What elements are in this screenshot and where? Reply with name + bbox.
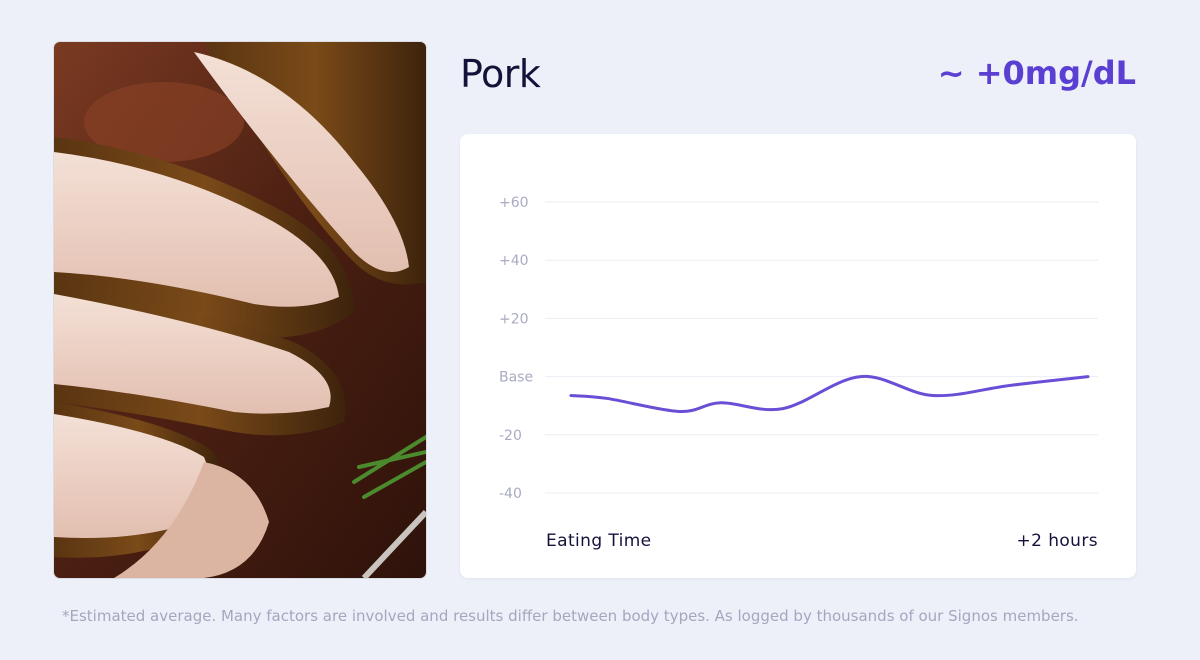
glucose-change-value: ~ +0mg/dL xyxy=(937,54,1136,92)
glucose-chart: +60 +40 +20 Base -20 -40 xyxy=(499,195,1098,502)
x-axis-start-label: Eating Time xyxy=(546,531,652,551)
roasted-pork-photo xyxy=(54,42,426,578)
x-axis-end-label: +2 hours xyxy=(1016,531,1098,551)
glucose-chart-card: +60 +40 +20 Base -20 -40 Eating Time +2 hours xyxy=(460,134,1136,578)
y-tick-label: Base xyxy=(499,370,533,386)
y-tick-label: -20 xyxy=(499,428,522,444)
y-tick-label: +60 xyxy=(499,195,529,211)
y-tick-label: +40 xyxy=(499,253,529,269)
footnote: *Estimated average. Many factors are inv… xyxy=(62,607,1079,625)
y-tick-label: +20 xyxy=(499,311,529,327)
food-photo xyxy=(54,42,426,578)
food-title: Pork xyxy=(460,52,541,96)
glucose-series-line xyxy=(569,375,1090,414)
y-tick-label: -40 xyxy=(499,486,522,502)
